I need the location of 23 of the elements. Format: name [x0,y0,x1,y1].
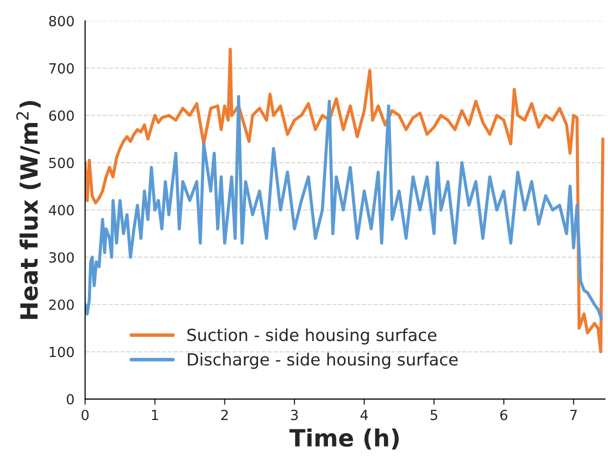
y-tick-label: 0 [66,394,74,405]
y-tick-label: 700 [49,63,74,74]
y-tick-label: 800 [49,16,74,26]
legend-label: Discharge - side housing surface [188,352,458,369]
y-tick-label: 400 [48,204,74,216]
y-tick-label: 100 [50,346,74,358]
y-axis-title: Heat flux (W/m$^{2}$) [16,101,41,319]
x-tick-label: 3 [291,410,298,420]
x-tick-label: 1 [152,410,158,420]
x-tick-label: 2 [221,410,228,420]
x-tick-label: 7 [570,410,577,420]
y-tick-label: 300 [49,252,74,263]
line-series [85,94,603,320]
legend-label: Suction - side housing surface [187,328,436,344]
y-tick-label: 200 [49,299,74,310]
y-tick-label: 500 [49,158,74,168]
x-tick-label: 4 [360,410,368,420]
x-axis-title: Time (h) [289,428,399,450]
line-series [85,48,604,354]
x-tick-label: 5 [430,410,438,420]
y-tick-label: 600 [49,110,74,121]
x-tick-label: 0 [82,410,89,420]
x-tick-label: 6 [500,410,508,420]
